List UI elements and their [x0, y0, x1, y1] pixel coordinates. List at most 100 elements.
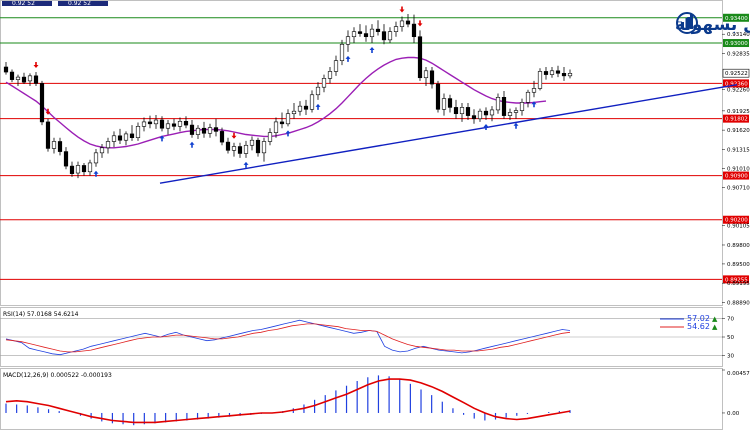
candle-body	[363, 33, 369, 38]
bid-quote-box[interactable]: 0.92 52	[2, 0, 52, 7]
buy-arrow-icon	[93, 170, 99, 177]
support-level-label: 0.91802	[725, 117, 748, 123]
candle	[213, 118, 219, 137]
candle	[189, 120, 195, 138]
candle-body	[45, 121, 51, 149]
macd-title: MACD(12,26,9) 0.000522 -0.000193	[3, 372, 112, 379]
candle-body	[555, 70, 561, 74]
rsi-title: RSI(14) 57.0168 54.6214	[3, 311, 79, 318]
candle-body	[15, 76, 21, 80]
candle	[21, 72, 27, 85]
candle	[309, 90, 315, 113]
support-level-label: 0.90200	[725, 218, 748, 224]
candle-body	[195, 127, 201, 135]
candle	[525, 89, 531, 108]
rsi-up-icon-2: ▲	[712, 323, 718, 331]
candle-body	[267, 132, 273, 142]
candle-body	[417, 36, 423, 79]
candle	[375, 20, 381, 36]
candle-body	[225, 141, 231, 151]
candle	[465, 102, 471, 121]
candle	[105, 137, 111, 154]
candle-body	[345, 36, 351, 45]
price-tick-label: 0.90710	[727, 186, 750, 192]
price-tick-label: 0.89800	[727, 243, 750, 249]
candle	[447, 94, 453, 113]
candle-body	[177, 120, 183, 127]
candle	[243, 140, 249, 158]
candle-body	[447, 98, 453, 108]
ask-quote-box[interactable]: 0.92 52	[58, 0, 108, 7]
candle-body	[399, 20, 405, 27]
candle	[219, 127, 225, 146]
candle-body	[357, 31, 363, 34]
support-level-tag	[723, 79, 749, 88]
candle	[417, 30, 423, 81]
candle-body	[129, 133, 135, 138]
candle	[321, 74, 327, 93]
price-panel-frame	[0, 0, 723, 306]
support-level-tag	[723, 215, 749, 224]
resistance-level-label: 0.93000	[725, 41, 748, 47]
candle	[477, 108, 483, 122]
candle-body	[123, 133, 129, 141]
candle	[141, 117, 147, 132]
candle-body	[51, 141, 57, 149]
candle-body	[393, 26, 399, 32]
candle-body	[387, 31, 393, 41]
candle-body	[471, 115, 477, 120]
candle	[393, 21, 399, 37]
candle	[435, 80, 441, 113]
candle	[339, 39, 345, 66]
candle	[81, 162, 87, 176]
candle-body	[63, 151, 69, 167]
candle	[399, 16, 405, 32]
price-tick-label: 0.92835	[727, 51, 750, 57]
candle	[357, 24, 363, 37]
buy-arrow-icon	[285, 130, 291, 137]
candle-body	[483, 110, 489, 116]
candle	[111, 131, 117, 148]
support-level-tag	[723, 275, 749, 284]
horizontal-levels: 0.934000.930000.923600.918020.909000.902…	[0, 13, 750, 284]
candle-body	[309, 94, 315, 110]
candle	[195, 125, 201, 139]
candle	[555, 65, 561, 78]
candle	[501, 90, 507, 119]
candle-body	[165, 123, 171, 129]
candle	[3, 61, 9, 75]
candle	[39, 80, 45, 126]
support-level-label: 0.90900	[725, 174, 748, 180]
candle	[483, 107, 489, 121]
candle	[15, 74, 21, 86]
candle-body	[27, 75, 33, 82]
candle-body	[183, 120, 189, 126]
rsi-level-label: 30	[727, 354, 734, 360]
ask-quote-text: 0.92 52	[68, 0, 91, 7]
price-axis: 0.93140 0.92835 0.92260 0.91925 0.91620 0.913…	[722, 32, 750, 306]
candle-body	[159, 119, 165, 129]
candle-body	[327, 71, 333, 79]
candle-body	[255, 139, 261, 154]
candle-body	[3, 66, 9, 73]
candle-body	[105, 141, 111, 149]
candle-body	[57, 141, 63, 152]
candle	[267, 128, 273, 146]
candle	[495, 93, 501, 114]
macd-signal-line	[5, 378, 571, 424]
candle-body	[153, 119, 159, 125]
price-tick-label: 0.91010	[727, 167, 750, 173]
candle	[33, 72, 39, 86]
candle	[117, 128, 123, 145]
candle	[333, 55, 339, 76]
candle-body	[81, 165, 87, 173]
candle-body	[339, 43, 345, 61]
candle	[561, 67, 567, 81]
bar-chart-logo-icon	[676, 12, 698, 34]
candle	[183, 116, 189, 129]
candle-body	[69, 165, 75, 174]
candle-body	[273, 121, 279, 133]
candle-body	[141, 121, 147, 127]
candle	[261, 137, 267, 162]
candle-body	[381, 31, 387, 41]
